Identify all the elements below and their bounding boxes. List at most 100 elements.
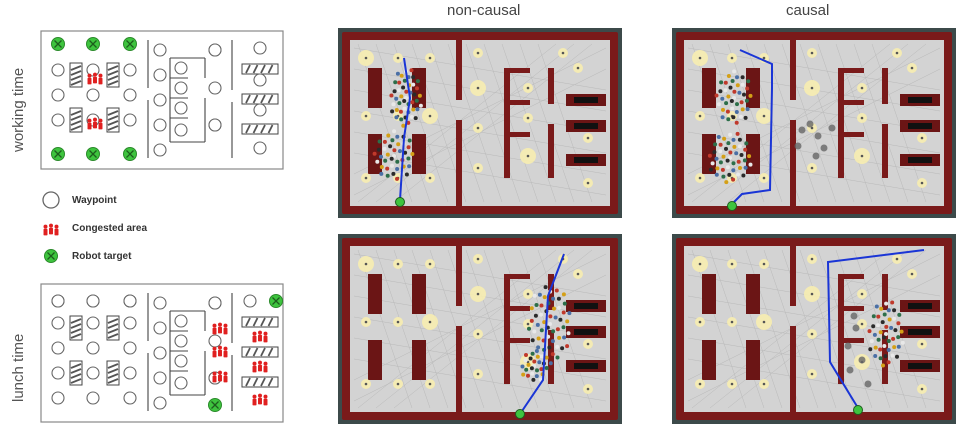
waypoint-icon [208, 118, 222, 132]
sim-agent [718, 149, 723, 154]
sim-agent [385, 152, 390, 157]
sim-agent [739, 100, 744, 105]
sim-table [412, 274, 426, 314]
robot-target-icon [86, 147, 100, 161]
sim-agent [401, 123, 406, 128]
legend-target-label: Robot target [72, 250, 132, 262]
obstacle-table-icon [106, 360, 120, 386]
sim-agent [547, 345, 552, 350]
waypoint-icon [51, 294, 65, 308]
sim-agent [740, 82, 745, 87]
sim-table-top [908, 157, 932, 163]
sim-agent [391, 102, 396, 107]
sim-agent [738, 114, 743, 119]
sim-agent [724, 146, 728, 151]
sim-agent [707, 153, 712, 158]
sim-waypoint-center [364, 382, 368, 386]
waypoint-icon [253, 73, 267, 87]
sim-agent [376, 147, 381, 152]
sim-agent [732, 96, 736, 100]
sim-waypoint-center [576, 66, 580, 70]
sim-agent [720, 115, 725, 120]
sim-table [368, 274, 382, 314]
waypoint-icon [51, 366, 65, 380]
legend-congested: Congested area [40, 218, 147, 238]
sim-agent [536, 345, 541, 350]
sim-table [412, 340, 426, 380]
sim-agent [745, 86, 750, 91]
sim-wall [504, 68, 530, 73]
sim-agent [712, 150, 717, 155]
sim-agent [383, 158, 388, 163]
sim-agent [395, 167, 400, 171]
obstacle-table-icon [106, 62, 120, 88]
sim-agent [723, 88, 728, 93]
sim-crowd [714, 69, 753, 125]
legend-target: Robot target [40, 246, 131, 266]
sim-waypoint-center [526, 154, 530, 158]
sim-robot-target [395, 197, 405, 207]
sim-agent [379, 171, 384, 176]
sim-waypoint-center [810, 292, 814, 296]
sim-agent [878, 347, 883, 352]
waypoint-icon [208, 81, 222, 95]
sim-waypoint-center [762, 320, 766, 324]
sim-agent [714, 172, 719, 177]
obstacle-table-icon [106, 315, 120, 341]
sim-robot-target [515, 409, 525, 419]
sim-static-agent [806, 120, 814, 128]
congested-people-icon [212, 322, 228, 335]
sim-wall [504, 68, 510, 178]
sim-waypoint-center [428, 320, 432, 324]
sim-agent [548, 322, 552, 326]
sim-agent [871, 324, 876, 329]
waypoint-icon [123, 63, 137, 77]
sim-wall [504, 132, 530, 137]
sim-agent [379, 165, 384, 169]
sim-waypoint-center [860, 154, 864, 158]
sim-table [746, 134, 760, 174]
sim-waypoint-center [762, 382, 766, 386]
sim-agent [521, 372, 526, 377]
sim-agent [543, 285, 548, 290]
sim-agent [551, 296, 556, 301]
sim-agent [556, 305, 561, 310]
sim-agent [891, 336, 896, 341]
sim-agent [535, 322, 540, 327]
sim-agent [527, 326, 531, 331]
sim-agent [399, 94, 404, 99]
sim-agent [722, 136, 727, 141]
sim-agent [886, 339, 891, 343]
sim-agent [890, 300, 895, 305]
sim-agent [718, 142, 723, 147]
robot-target-icon [44, 249, 58, 263]
sim-agent [395, 159, 400, 164]
sim-agent [731, 161, 736, 166]
sim-agent [402, 99, 407, 103]
sim-agent [390, 163, 394, 168]
sim-agent [410, 100, 415, 105]
sim-wall [504, 306, 530, 311]
sim-agent [399, 117, 404, 122]
obstacle-table-icon [241, 93, 279, 105]
sim-crowd [867, 300, 905, 368]
sim-agent [715, 166, 720, 171]
sim-agent [734, 110, 739, 114]
sim-waypoint-center [895, 257, 899, 261]
congested-people-icon [212, 345, 228, 358]
sim-agent [871, 314, 876, 319]
sim-agent [395, 176, 399, 181]
sim-waypoint-center [810, 332, 814, 336]
sim-agent [372, 151, 377, 156]
sim-table [412, 68, 426, 108]
sim-agent [745, 107, 750, 112]
sim-waypoint-center [428, 56, 432, 60]
sim-lunch-causal [672, 234, 956, 424]
sim-wall [838, 306, 864, 311]
sim-agent [530, 338, 535, 343]
sim-agent [558, 317, 563, 322]
sim-wall [790, 246, 796, 306]
sim-agent [548, 361, 553, 366]
sim-table-top [574, 329, 598, 335]
sim-waypoint-center [586, 181, 590, 185]
